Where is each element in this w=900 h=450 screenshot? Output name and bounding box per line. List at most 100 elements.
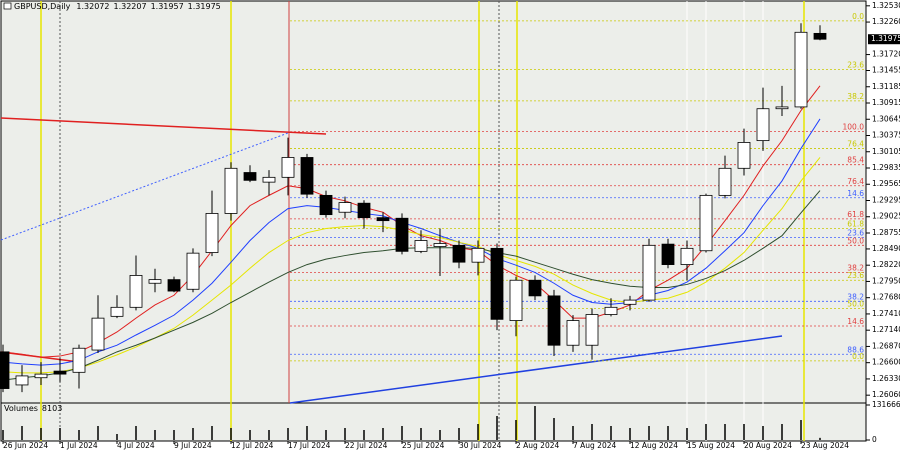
x-tick-label: 22 Jul 2024 (345, 441, 388, 450)
level-label: 61.8 (847, 210, 864, 219)
header-high: 1.32207 (113, 2, 146, 11)
symbol-icon (3, 2, 12, 10)
level-label: 88.6 (847, 345, 864, 354)
candle-body (794, 31, 808, 108)
y-tick-label: 1.29565 (872, 179, 900, 188)
x-tick-label: 20 Aug 2024 (744, 441, 792, 450)
candle-body (737, 142, 751, 169)
y-tick-label: 1.30375 (872, 131, 900, 140)
candle-body (528, 279, 542, 297)
candle-body (281, 157, 295, 178)
y-tick-label: 1.26600 (872, 358, 900, 367)
volume-title: Volumes (4, 404, 38, 413)
x-tick-label: 12 Jul 2024 (231, 441, 274, 450)
x-tick-label: 15 Aug 2024 (687, 441, 735, 450)
candle-body (34, 373, 48, 379)
x-tick-label: 1 Jul 2024 (60, 441, 98, 450)
moving-average (2, 157, 821, 374)
candle-body (319, 194, 333, 216)
y-tick-label: 1.32530 (872, 1, 900, 10)
candle-body (452, 244, 466, 263)
trend-line (0, 132, 289, 241)
fib-levels: 0.023.638.2100.076.485.476.414.661.861.8… (290, 12, 866, 362)
trend-line (289, 335, 783, 404)
candle-body (680, 247, 694, 265)
price-panel (0, 0, 867, 404)
y-tick-label: 1.29025 (872, 212, 900, 221)
y-tick-label: 1.31185 (872, 82, 900, 91)
candle-body (718, 167, 732, 196)
candle-body (224, 167, 238, 214)
y-tick-label: 1.30915 (872, 98, 900, 107)
candle-body (585, 314, 599, 346)
moving-average (2, 118, 821, 366)
level-label: 38.2 (847, 263, 864, 272)
volume-tick-label: 131666 (872, 400, 900, 409)
header-close: 1.31975 (188, 2, 221, 11)
y-tick-label: 1.28220 (872, 260, 900, 269)
volume-tick-label: 0 (872, 435, 877, 444)
volume-panel (0, 402, 867, 442)
candle-body (262, 176, 276, 183)
level-label: 0.0 (852, 12, 864, 21)
candles (0, 23, 827, 393)
y-tick-label: 1.27950 (872, 276, 900, 285)
level-label: 23.6 (847, 271, 864, 280)
candle-body (642, 244, 656, 301)
volume-current: 8103 (42, 404, 62, 413)
y-tick-label: 1.26060 (872, 390, 900, 399)
y-tick-label: 1.27140 (872, 325, 900, 334)
candle-body (699, 194, 713, 252)
candle-body (547, 295, 561, 346)
candle-body (395, 217, 409, 252)
level-label: 85.4 (847, 156, 864, 165)
candle-body (300, 157, 314, 195)
candle-body (15, 375, 29, 386)
candle-body (167, 279, 181, 292)
y-tick-label: 1.31720 (872, 50, 900, 59)
level-label: 76.4 (847, 177, 864, 186)
y-tick-label: 1.26870 (872, 341, 900, 350)
y-tick-label: 1.30645 (872, 114, 900, 123)
candle-body (243, 172, 257, 181)
level-label: 100.0 (843, 123, 865, 132)
x-tick-label: 2 Aug 2024 (516, 441, 559, 450)
x-tick-label: 12 Aug 2024 (630, 441, 678, 450)
header-open: 1.32072 (76, 2, 109, 11)
x-tick-label: 26 Jun 2024 (3, 441, 48, 450)
x-tick-label: 25 Jul 2024 (402, 441, 445, 450)
x-tick-label: 23 Aug 2024 (801, 441, 849, 450)
candle-body (148, 279, 162, 284)
volume-bars (2, 406, 821, 440)
last-price-box (868, 34, 900, 45)
y-tick-label: 1.32260 (872, 17, 900, 26)
chart-header: GBPUSD,Daily 1.32072 1.32207 1.31957 1.31975 (14, 2, 221, 11)
trend-line (0, 117, 327, 135)
y-tick-label: 1.29835 (872, 163, 900, 172)
candle-body (775, 106, 789, 110)
level-label: 14.6 (847, 189, 864, 198)
y-tick-label: 1.27410 (872, 309, 900, 318)
x-tick-label: 30 Jul 2024 (459, 441, 502, 450)
y-tick-label: 1.28755 (872, 228, 900, 237)
volume-header: Volumes 8103 (4, 404, 62, 413)
y-tick-label: 1.30105 (872, 147, 900, 156)
level-label: 76.4 (847, 139, 864, 148)
candle-body (338, 202, 352, 213)
candle-body (661, 243, 675, 265)
candle-body (414, 240, 428, 252)
candle-body (490, 247, 504, 320)
level-label: 38.2 (847, 92, 864, 101)
level-label: 23.6 (847, 229, 864, 238)
level-label: 50.0 (847, 236, 864, 245)
moving-average (2, 85, 821, 358)
candle-body (186, 252, 200, 290)
y-tick-label: 1.26330 (872, 374, 900, 383)
level-label: 23.6 (847, 61, 864, 70)
chart-title: GBPUSD,Daily (14, 2, 71, 11)
candle-body (110, 306, 124, 317)
x-tick-label: 4 Jul 2024 (117, 441, 155, 450)
level-label: 38.2 (847, 292, 864, 301)
